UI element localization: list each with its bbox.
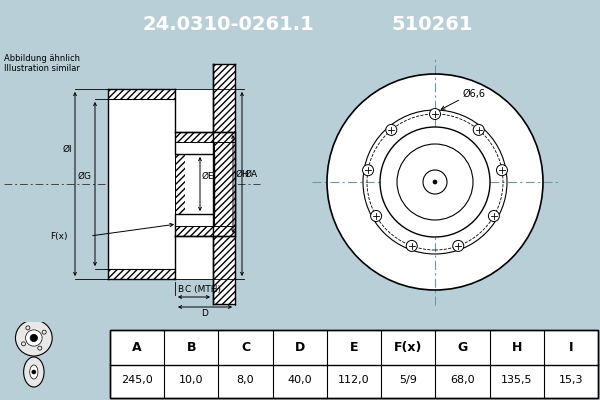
Text: 112,0: 112,0: [338, 376, 370, 386]
Text: C (MTH): C (MTH): [185, 285, 221, 294]
Bar: [213, 214, 214, 226]
Circle shape: [423, 170, 447, 194]
Ellipse shape: [30, 365, 38, 379]
Text: ØG: ØG: [78, 172, 92, 180]
Circle shape: [32, 370, 36, 374]
Circle shape: [380, 127, 490, 237]
Text: 135,5: 135,5: [501, 376, 532, 386]
Bar: [108, 99, 175, 269]
Bar: [213, 64, 235, 304]
Text: ØA: ØA: [245, 170, 258, 178]
Text: Ø6,6: Ø6,6: [463, 89, 486, 99]
Circle shape: [433, 180, 437, 184]
Text: ØI: ØI: [62, 144, 72, 154]
Text: H: H: [511, 341, 522, 354]
Text: ØH: ØH: [236, 170, 250, 178]
Circle shape: [30, 334, 38, 342]
Text: F(x): F(x): [394, 341, 422, 354]
Text: ØE: ØE: [202, 172, 215, 180]
Text: 245,0: 245,0: [121, 376, 153, 386]
Circle shape: [496, 165, 508, 176]
Bar: [175, 132, 235, 142]
Text: C: C: [241, 341, 250, 354]
Text: 40,0: 40,0: [287, 376, 312, 386]
Text: D: D: [295, 341, 305, 354]
Circle shape: [371, 210, 382, 222]
Text: ATE: ATE: [400, 188, 479, 226]
Circle shape: [16, 320, 52, 356]
Bar: [185, 142, 213, 226]
Circle shape: [488, 210, 499, 222]
Circle shape: [473, 124, 484, 136]
Text: 68,0: 68,0: [450, 376, 475, 386]
Bar: [108, 89, 235, 279]
Text: I: I: [569, 341, 573, 354]
Circle shape: [397, 144, 473, 220]
Text: 5/9: 5/9: [399, 376, 417, 386]
Text: 15,3: 15,3: [559, 376, 583, 386]
Bar: [213, 142, 214, 154]
Circle shape: [430, 108, 440, 120]
Text: D: D: [202, 309, 208, 318]
Text: A: A: [132, 341, 142, 354]
Text: Abbildung ähnlich: Abbildung ähnlich: [4, 54, 80, 63]
Text: 8,0: 8,0: [237, 376, 254, 386]
Text: E: E: [350, 341, 358, 354]
Text: G: G: [457, 341, 467, 354]
Circle shape: [26, 330, 42, 346]
Bar: [175, 154, 185, 214]
Circle shape: [386, 124, 397, 136]
Circle shape: [327, 74, 543, 290]
Bar: [108, 89, 175, 99]
Text: Illustration similar: Illustration similar: [4, 64, 80, 73]
Circle shape: [406, 240, 417, 251]
Bar: [110, 330, 598, 398]
Ellipse shape: [23, 357, 44, 387]
Circle shape: [362, 165, 374, 176]
Circle shape: [453, 240, 464, 251]
Text: B: B: [187, 341, 196, 354]
Text: 10,0: 10,0: [179, 376, 203, 386]
Text: F(x): F(x): [50, 232, 67, 240]
Bar: [108, 269, 175, 279]
Text: B: B: [177, 285, 183, 294]
Bar: [185, 154, 214, 214]
Text: 510261: 510261: [391, 16, 473, 34]
Text: 24.0310-0261.1: 24.0310-0261.1: [142, 16, 314, 34]
Bar: [110, 330, 598, 398]
Bar: [175, 226, 235, 236]
